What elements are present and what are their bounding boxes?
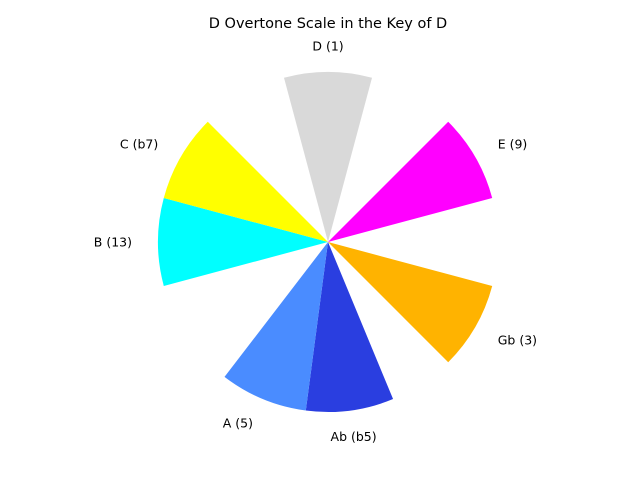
wedge-ab-b5 [305,242,394,413]
label-e-9: E (9) [498,137,528,152]
wedge-a-5 [224,242,328,411]
label-a-5: A (5) [223,416,253,431]
label-b-13: B (13) [94,235,132,250]
wedge-b-13 [157,198,328,286]
wedge-e-9 [328,121,493,242]
label-gb-3: Gb (3) [498,333,537,348]
wedge-d-1 [284,71,372,242]
label-ab-b5: Ab (b5) [331,429,377,444]
label-group: D (1) E (9) Gb (3) Ab (b5) A (5) B (13) C (b7) [94,39,537,444]
wedge-gb-3 [328,242,493,363]
wedge-c-b7 [163,121,328,242]
chart-title: D Overtone Scale in the Key of D [209,16,447,32]
label-d-1: D (1) [312,39,343,54]
label-c-b7: C (b7) [120,137,158,152]
wedge-group [157,71,493,413]
